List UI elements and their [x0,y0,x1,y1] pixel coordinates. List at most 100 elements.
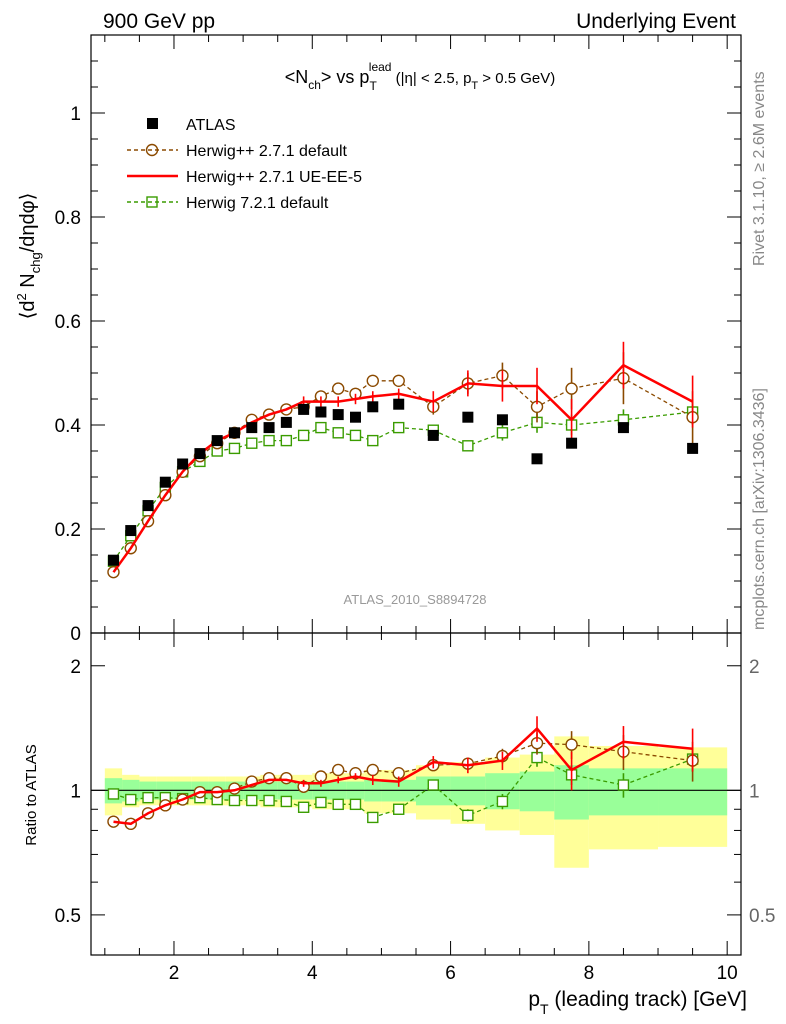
main-point-herwig-7-2-1-default [297,429,310,442]
ratio-stat-band [519,771,555,812]
ratio-y-tick-labels: 0.5 0.5 1 1 2 2 [55,657,776,927]
ratio-point-herwig-7-2-1-default [280,795,293,808]
main-point-herwig-7-2-1-default [246,437,258,449]
ratio-point-herwig-7-2-1-default [496,795,509,808]
legend: ATLAS Herwig++ 2.7.1 default Herwig++ 2.… [127,117,362,212]
ratio-point-herwig-7-2-1-default [393,803,405,815]
main-series-herwig-7-2-1-default [107,399,699,567]
main-axis-ticks [91,34,741,634]
main-line-herwig-2-7-1-ue-ee-5 [112,363,694,573]
header-right-label: Underlying Event [576,10,736,33]
ratio-point-herwig-7-2-1-default [263,794,275,807]
main-point-atlas [367,401,379,413]
ratio-y-tick-label: 2 [70,657,81,678]
main-point-atlas [496,414,508,426]
x-tick-label: 8 [584,963,595,984]
ratio-point-herwig-7-2-1-default [427,779,439,791]
analysis-watermark: ATLAS_2010_S8894728 [344,592,487,607]
mcplots-label: mcplots.cern.ch [arXiv:1306.3436] [751,388,768,630]
main-point-atlas [228,427,240,439]
ratio-y-axis-label: Ratio to ATLAS [23,744,40,845]
ratio-series-herwig-2-7-1-ue-ee-5 [113,716,694,826]
main-point-atlas [280,416,292,428]
ratio-point-herwig-7-2-1-default [349,798,362,811]
ratio-point-herwig-7-2-1-default [228,794,241,807]
ratio-y-tick-label: 1 [70,781,81,802]
ratio-y-tick-label-right: 2 [749,657,760,678]
main-y-tick-label: 0.6 [55,312,81,333]
ratio-point-herwig-7-2-1-default [125,793,137,806]
main-point-atlas [349,411,361,423]
ratio-y-tick-label: 0.5 [55,906,81,927]
main-point-herwig-7-2-1-default [349,429,362,442]
main-point-herwig-2-7-1-default [332,382,345,395]
main-point-atlas [194,448,206,460]
ratio-y-tick-label-right: 0.5 [749,906,775,927]
main-line-herwig-7-2-1-default [112,411,693,562]
main-point-atlas [315,406,327,418]
main-y-tick-label: 0.2 [55,520,81,541]
main-point-herwig-7-2-1-default [367,434,379,447]
legend-marker-herwig7-default [146,196,158,208]
main-plot-title: <Nch> vs pTlead (|η| < 2.5, pT > 0.5 GeV… [285,60,556,93]
ratio-panel: 0.5 0.5 1 1 2 2 2 4 6 8 10 Ratio to ATLAS pT (lea… [23,632,776,1017]
ratio-point-herwig-7-2-1-default [617,779,630,791]
main-point-herwig-7-2-1-default [315,421,327,434]
ratio-point-herwig-2-7-1-default [280,771,293,785]
main-point-herwig-7-2-1-default [332,427,344,439]
legend-label-atlas: ATLAS [186,117,236,134]
ratio-point-herwig-7-2-1-default [107,788,120,800]
main-point-atlas [177,458,189,470]
main-y-axis-label: ⟨d2 Nchg/dηdφ⟩ [14,193,43,320]
main-point-herwig-2-7-1-default [366,374,379,387]
main-point-herwig-2-7-1-default [392,374,405,387]
legend-marker-herwigpp-default [145,143,159,157]
main-point-atlas [687,442,699,454]
ratio-point-herwig-7-2-1-default [297,801,310,813]
ratio-point-herwig-7-2-1-default [332,798,344,811]
x-tick-label: 10 [717,963,738,984]
main-point-herwig-7-2-1-default [393,421,405,434]
main-point-atlas [298,403,310,415]
main-point-atlas [125,525,137,537]
ratio-y-tick-label-right: 1 [749,781,760,802]
main-point-atlas [332,409,344,421]
main-y-tick-labels: 0 0.2 0.4 0.6 0.8 1 [55,104,82,645]
main-series-atlas [107,398,699,566]
main-y-tick-label: 0.4 [55,416,82,437]
ratio-point-herwig-2-7-1-default [332,763,345,777]
main-point-atlas [142,500,154,512]
main-point-herwig-7-2-1-default [462,440,474,452]
ratio-line-herwig-2-7-1-ue-ee-5 [113,726,693,826]
header-left-label: 900 GeV pp [103,10,215,33]
legend-label-herwigpp-ueee5: Herwig++ 2.7.1 UE-EE-5 [186,169,362,186]
main-point-atlas [531,453,543,465]
legend-label-herwig7-default: Herwig 7.2.1 default [186,195,329,212]
ratio-point-herwig-2-7-1-default [565,738,578,751]
main-panel: 0 0.2 0.4 0.6 0.8 1 ⟨d2 Nchg/dηdφ⟩ <Nch> vs p… [14,34,742,645]
main-point-herwig-7-2-1-default [228,442,241,455]
main-point-herwig-7-2-1-default [280,434,293,447]
x-tick-label: 2 [169,963,180,984]
main-point-atlas [566,437,578,449]
main-point-atlas [462,411,474,423]
main-point-atlas [427,429,439,441]
main-series-group [107,341,699,579]
main-point-atlas [617,422,629,434]
main-point-herwig-2-7-1-default [565,382,578,395]
ratio-series-group [107,716,699,831]
main-point-atlas [159,476,171,488]
ratio-point-herwig-7-2-1-default [367,811,379,824]
x-axis-label: pT (leading track) [GeV] [528,988,747,1017]
main-point-atlas [107,554,119,566]
x-tick-label: 4 [307,963,318,984]
ratio-point-herwig-2-7-1-default [366,763,379,777]
main-point-atlas [246,422,258,434]
legend-label-herwigpp-default: Herwig++ 2.7.1 default [186,143,348,160]
main-series-herwig-2-7-1-ue-ee-5 [112,341,694,573]
main-y-tick-label: 0.8 [55,208,81,229]
main-point-herwig-7-2-1-default [263,434,275,447]
main-point-atlas [263,422,275,434]
main-point-herwig-7-2-1-default [496,427,509,439]
